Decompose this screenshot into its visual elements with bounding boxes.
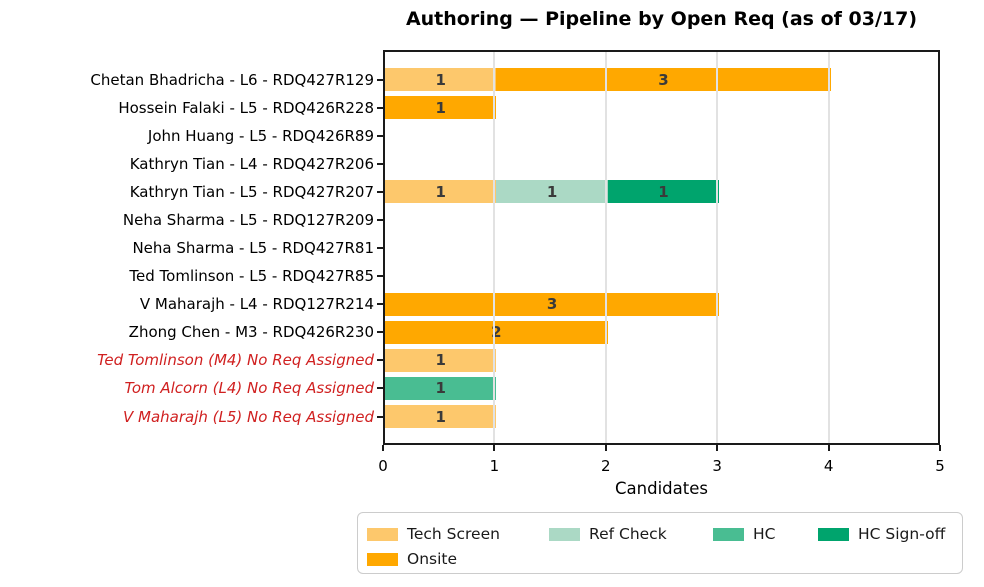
- y-axis-label: V Maharajh - L4 - RDQ127R214: [139, 295, 374, 314]
- bar-value-label: 1: [435, 98, 446, 117]
- y-axis-label: V Maharajh (L5) No Req Assigned: [123, 407, 374, 426]
- bar-segment-tech-screen: 1: [385, 180, 497, 204]
- legend-swatch: [367, 552, 398, 566]
- legend-item-hc-sign-off: HC Sign-off: [818, 525, 945, 543]
- x-axis-tick: [604, 445, 607, 451]
- legend-item-hc: HC: [713, 525, 775, 543]
- gridline: [604, 52, 607, 443]
- legend-label: Onsite: [407, 550, 458, 568]
- legend-item-ref-check: Ref Check: [549, 525, 667, 543]
- bar-value-label: 1: [435, 407, 446, 426]
- y-axis-tick: [377, 359, 383, 362]
- x-axis-tick: [493, 445, 496, 451]
- y-axis-tick: [377, 275, 383, 278]
- x-axis-tick-label: 2: [601, 457, 611, 475]
- bar-value-label: 1: [435, 182, 446, 201]
- legend-swatch: [367, 527, 398, 541]
- bar-value-label: 3: [546, 295, 558, 314]
- y-axis-label: Hossein Falaki - L5 - RDQ426R228: [118, 98, 374, 117]
- x-axis-tick: [716, 445, 719, 451]
- bar-value-label: 3: [658, 70, 669, 89]
- legend-label: HC: [753, 525, 776, 543]
- bar-segment-hc: 1: [385, 376, 497, 400]
- y-axis-tick: [377, 387, 383, 390]
- y-axis-label: Neha Sharma - L5 - RDQ427R81: [132, 239, 374, 258]
- y-axis-tick: [377, 78, 383, 81]
- bar-segment-tech-screen: 1: [385, 68, 497, 92]
- y-axis-label: Ted Tomlinson (M4) No Req Assigned: [97, 351, 374, 370]
- y-axis-tick: [377, 415, 383, 418]
- x-axis-tick: [382, 445, 384, 451]
- gridline: [493, 52, 496, 443]
- legend-swatch: [818, 527, 849, 541]
- y-axis-label: John Huang - L5 - RDQ426R89: [147, 126, 374, 145]
- y-axis-tick: [377, 331, 383, 334]
- bar-segment-onsite: 1: [385, 96, 497, 120]
- y-axis-tick: [377, 190, 383, 193]
- bar-value-label: 1: [546, 182, 558, 201]
- x-axis-tick-label: 5: [935, 457, 945, 475]
- x-axis-tick-label: 3: [712, 457, 722, 475]
- x-axis-label: Candidates: [615, 479, 708, 498]
- bar-segment-ref-check: 1: [496, 180, 608, 204]
- bar-segment-tech-screen: 1: [385, 348, 497, 372]
- bar-value-label: 1: [658, 182, 669, 201]
- legend-label: Ref Check: [589, 525, 667, 543]
- bar-value-label: 2: [491, 323, 502, 342]
- y-axis-label: Neha Sharma - L5 - RDQ127R209: [122, 211, 374, 230]
- y-axis-tick: [377, 162, 383, 165]
- y-axis-label: Ted Tomlinson - L5 - RDQ427R85: [129, 267, 374, 286]
- legend-label: Tech Screen: [407, 525, 500, 543]
- y-axis-label: Kathryn Tian - L4 - RDQ427R206: [129, 154, 374, 173]
- legend-item-onsite: Onsite: [367, 550, 457, 568]
- y-axis-tick: [377, 247, 383, 250]
- legend-label: HC Sign-off: [858, 525, 946, 543]
- chart-title: Authoring — Pipeline by Open Req (as of …: [405, 8, 918, 30]
- bar-segment-onsite: 2: [385, 320, 608, 344]
- bar-value-label: 1: [435, 379, 446, 398]
- y-axis-tick: [377, 106, 383, 109]
- bar-value-label: 1: [435, 351, 446, 370]
- plot-area: 1 3 1 1 1 1 3 2 1 1 1: [383, 50, 940, 445]
- legend-swatch: [549, 527, 580, 541]
- bar-segment-tech-screen: 1: [385, 405, 497, 429]
- bar-segment-hc-sign-off: 1: [607, 180, 720, 204]
- y-axis-label: Tom Alcorn (L4) No Req Assigned: [124, 379, 374, 398]
- y-axis-label: Chetan Bhadricha - L6 - RDQ427R129: [90, 70, 374, 89]
- x-axis-tick: [827, 445, 830, 451]
- bar-segment-onsite: 3: [385, 292, 720, 316]
- x-axis-tick: [939, 445, 941, 451]
- bar-value-label: 1: [435, 70, 446, 89]
- y-axis-label: Zhong Chen - M3 - RDQ426R230: [128, 323, 374, 342]
- bar-segment-onsite: 3: [496, 68, 831, 92]
- y-axis-tick: [377, 303, 383, 306]
- legend-swatch: [713, 527, 744, 541]
- gridline: [827, 52, 830, 443]
- gridline: [716, 52, 719, 443]
- x-axis-tick-label: 0: [378, 457, 388, 475]
- y-axis-label: Kathryn Tian - L5 - RDQ427R207: [129, 182, 374, 201]
- y-axis-tick: [377, 219, 383, 222]
- legend: Tech Screen Ref Check HC HC Sign-off Onsite: [357, 512, 963, 574]
- legend-item-tech-screen: Tech Screen: [367, 525, 500, 543]
- x-axis-tick-label: 4: [823, 457, 834, 475]
- y-axis-tick: [377, 134, 383, 137]
- x-axis-tick-label: 1: [489, 457, 500, 475]
